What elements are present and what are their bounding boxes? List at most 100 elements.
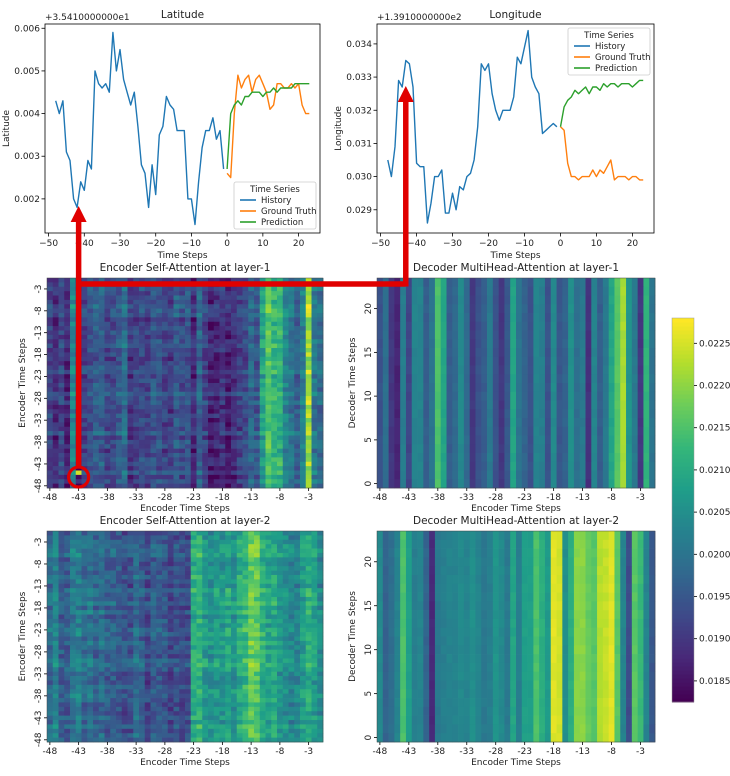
heatmap-cell [236,321,243,327]
heatmap-cell [75,531,82,536]
heatmap-cell [173,334,180,340]
heatmap-cell [185,308,192,314]
y-tick-label: 0.003 [14,152,40,162]
heatmap-cell [271,448,278,454]
heatmap-cell [121,474,128,480]
heatmap-cell [533,348,540,358]
heatmap-cell [98,426,105,432]
heatmap-cell [156,426,163,432]
heatmap-cell [259,286,266,292]
heatmap-cell [242,383,249,388]
heatmap-cell [498,304,505,314]
heatmap-cell [440,304,447,314]
heatmap-cell [550,470,557,480]
heatmap-cell [150,479,157,484]
heatmap-cell [259,321,266,327]
heatmap-cell [440,418,447,428]
x-tick-label: −50 [371,239,390,249]
heatmap-cell [614,374,621,384]
heatmap-cell [242,457,249,463]
heatmap-cell [162,461,169,467]
heatmap-cell [487,444,494,454]
heatmap-cell [185,583,192,589]
heatmap-cell [294,483,301,489]
heatmap-cell [469,383,476,393]
heatmap-cell [271,378,278,384]
heatmap-cell [202,326,209,331]
heatmap-cell [190,404,197,410]
heatmap-cell [185,654,192,659]
heatmap-cell [98,483,105,489]
heatmap-cell [294,588,301,593]
heatmap-cell [139,391,146,397]
heatmap-cell [271,404,278,410]
heatmap-cell [521,426,528,436]
heatmap-cell [259,548,266,554]
heatmap-cell [179,535,186,541]
heatmap-cell [265,326,272,331]
heatmap-cell [231,369,238,375]
heatmap-cell [208,396,215,401]
heatmap-cell [98,343,105,349]
heatmap-cell [265,632,272,637]
heatmap-cell [139,291,146,296]
heatmap-cell [116,531,123,536]
heatmap-cell [167,632,174,637]
heatmap-cell [265,356,272,362]
heatmap-cell [487,435,494,445]
heatmap-cell [133,286,140,292]
heatmap-cell [190,566,197,571]
heatmap-cell [591,348,598,358]
heatmap-cell [626,461,633,471]
heatmap-cell [196,435,203,441]
heatmap-cell [98,418,105,423]
heatmap-cell [527,391,534,401]
heatmap-cell [173,431,180,436]
heatmap-cell [282,592,289,598]
heatmap-cell [70,649,77,655]
heatmap-cell [58,326,65,331]
heatmap-cell [423,479,430,489]
heatmap-cell [139,539,146,545]
heatmap-cell [121,588,128,593]
heatmap-cell [539,356,546,366]
heatmap-cell [179,361,186,366]
heatmap-cell [87,627,94,633]
heatmap-cell [277,483,284,489]
heatmap-cell [179,583,186,589]
heatmap-cell [64,552,71,558]
heatmap-cell [93,374,100,379]
heatmap-cell [93,461,100,467]
heatmap-cell [139,365,146,371]
heatmap-cell [510,453,517,463]
heatmap-cell [162,640,169,646]
series-line-ground-truth [560,126,644,181]
heatmap-cell [288,448,295,454]
heatmap-cell [64,404,71,410]
heatmap-cell [382,479,389,489]
heatmap-cell [481,418,488,428]
heatmap-cell [288,404,295,410]
heatmap-cell [213,618,220,624]
heatmap-cell [388,295,395,305]
heatmap-cell [75,627,82,633]
heatmap-cell [70,636,77,642]
heatmap-cell [475,435,482,445]
heatmap-cell [242,313,249,318]
heatmap-cell [144,409,151,414]
heatmap-cell [259,596,266,602]
heatmap-cell [202,457,209,463]
heatmap-cell [300,278,307,283]
heatmap-cell [121,383,128,388]
heatmap-cell [81,539,88,545]
heatmap-cell [116,453,123,458]
heatmap-cell [288,278,295,283]
heatmap-cell [98,396,105,401]
heatmap-cell [98,404,105,410]
heatmap-cell [521,295,528,305]
heatmap-cell [265,400,272,406]
heatmap-cell [254,483,261,489]
heatmap-cell [208,304,215,309]
heatmap-cell [434,286,442,296]
heatmap-cell [498,409,505,419]
